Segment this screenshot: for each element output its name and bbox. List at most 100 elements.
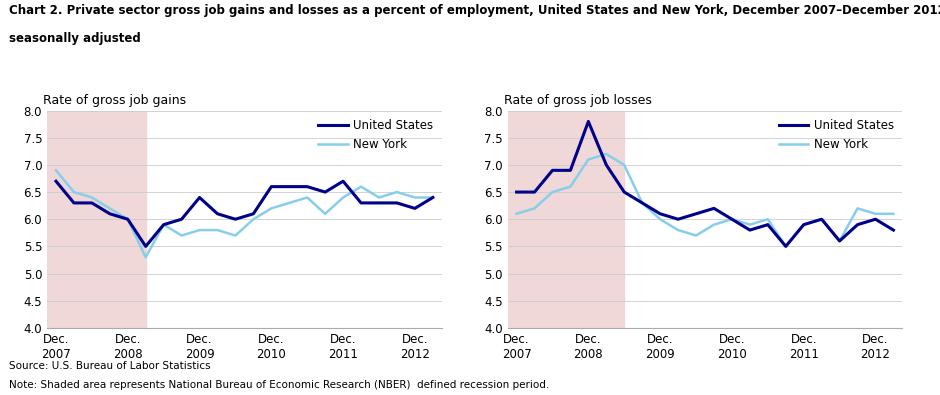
New York [798, 222, 809, 227]
New York [158, 222, 169, 227]
United States [69, 201, 80, 205]
New York [69, 190, 80, 194]
New York [636, 201, 648, 205]
New York [887, 211, 899, 216]
Line: New York: New York [56, 170, 432, 257]
United States [320, 190, 331, 194]
New York [727, 217, 738, 222]
Line: United States: United States [517, 121, 893, 246]
New York [834, 239, 845, 243]
United States [852, 222, 863, 227]
New York [529, 206, 540, 211]
New York [744, 222, 756, 227]
United States [194, 195, 205, 200]
Legend: United States, New York: United States, New York [774, 114, 899, 156]
New York [391, 190, 402, 194]
United States [284, 184, 295, 189]
United States [798, 222, 809, 227]
United States [744, 228, 756, 232]
United States [104, 211, 116, 216]
United States [158, 222, 169, 227]
United States [337, 179, 349, 184]
United States [709, 206, 720, 211]
New York [601, 152, 612, 156]
United States [601, 162, 612, 167]
United States [672, 217, 683, 222]
United States [229, 217, 241, 222]
United States [176, 217, 187, 222]
New York [409, 195, 420, 200]
United States [690, 211, 701, 216]
Text: Note: Shaded area represents National Bureau of Economic Research (NBER)  define: Note: Shaded area represents National Bu… [9, 380, 550, 390]
New York [86, 195, 98, 200]
New York [284, 201, 295, 205]
New York [870, 211, 881, 216]
Line: New York: New York [517, 154, 893, 246]
United States [511, 190, 523, 194]
United States [373, 201, 384, 205]
United States [122, 217, 133, 222]
United States [816, 217, 827, 222]
United States [619, 190, 630, 194]
New York [229, 233, 241, 238]
Text: Rate of gross job losses: Rate of gross job losses [504, 94, 651, 107]
United States [409, 206, 420, 211]
New York [762, 217, 774, 222]
United States [140, 244, 151, 249]
United States [355, 201, 367, 205]
Text: seasonally adjusted: seasonally adjusted [9, 32, 141, 45]
New York [780, 244, 791, 249]
New York [852, 206, 863, 211]
United States [780, 244, 791, 249]
New York [337, 195, 349, 200]
United States [762, 222, 774, 227]
New York [427, 195, 438, 200]
United States [266, 184, 277, 189]
United States [565, 168, 576, 173]
United States [529, 190, 540, 194]
United States [636, 201, 648, 205]
New York [140, 255, 151, 260]
New York [511, 211, 523, 216]
United States [547, 168, 558, 173]
New York [654, 217, 666, 222]
Line: United States: United States [56, 181, 432, 246]
New York [547, 190, 558, 194]
New York [302, 195, 313, 200]
United States [583, 119, 594, 124]
New York [690, 233, 701, 238]
Text: Chart 2. Private sector gross job gains and losses as a percent of employment, U: Chart 2. Private sector gross job gains … [9, 4, 940, 17]
United States [727, 217, 738, 222]
United States [834, 239, 845, 243]
New York [355, 184, 367, 189]
United States [654, 211, 666, 216]
New York [122, 217, 133, 222]
New York [672, 228, 683, 232]
New York [565, 184, 576, 189]
United States [212, 211, 223, 216]
New York [619, 162, 630, 167]
New York [248, 217, 259, 222]
New York [51, 168, 62, 173]
New York [709, 222, 720, 227]
New York [320, 211, 331, 216]
Text: Source: U.S. Bureau of Labor Statistics: Source: U.S. Bureau of Labor Statistics [9, 361, 211, 371]
New York [212, 228, 223, 232]
United States [51, 179, 62, 184]
Bar [47, 111, 146, 328]
United States [887, 228, 899, 232]
New York [266, 206, 277, 211]
United States [427, 195, 438, 200]
United States [870, 217, 881, 222]
Text: Rate of gross job gains: Rate of gross job gains [43, 94, 186, 107]
New York [373, 195, 384, 200]
Legend: United States, New York: United States, New York [313, 114, 438, 156]
New York [816, 217, 827, 222]
New York [583, 157, 594, 162]
New York [104, 206, 116, 211]
New York [194, 228, 205, 232]
New York [176, 233, 187, 238]
Bar [508, 111, 624, 328]
United States [391, 201, 402, 205]
United States [248, 211, 259, 216]
